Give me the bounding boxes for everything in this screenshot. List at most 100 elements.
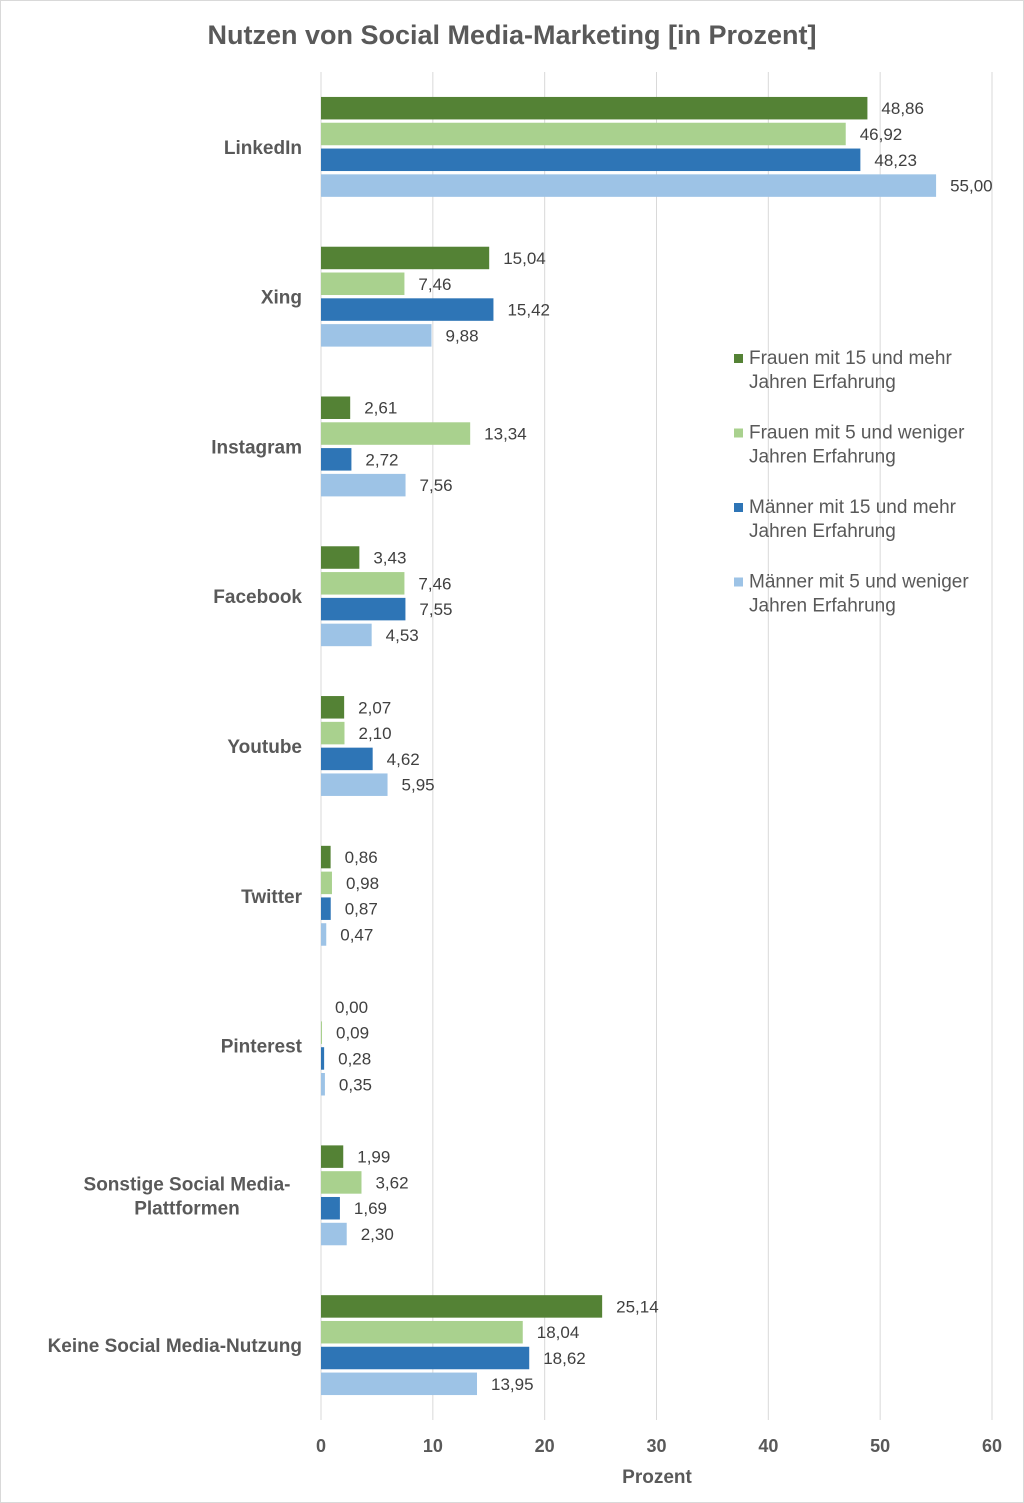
bar xyxy=(321,721,345,745)
data-label: 0,09 xyxy=(336,1024,369,1043)
x-tick-label: 60 xyxy=(982,1436,1002,1456)
data-label: 9,88 xyxy=(445,326,478,345)
bar xyxy=(321,1196,340,1220)
x-tick-label: 10 xyxy=(423,1436,443,1456)
data-labels: 48,86 46,92 48,23 55,00 15,04 7,46 15,42 9,88 2,… xyxy=(335,99,993,1394)
legend-swatch xyxy=(734,428,743,438)
bar xyxy=(321,1295,603,1318)
legend-label: Frauen mit 15 und mehr xyxy=(749,348,952,369)
bar xyxy=(321,897,331,920)
chart-title: Nutzen von Social Media-Marketing [in Pr… xyxy=(207,20,816,50)
data-label: 7,46 xyxy=(418,574,451,593)
bar xyxy=(321,396,351,419)
data-label: 2,72 xyxy=(365,450,398,469)
bar xyxy=(321,422,471,445)
legend-label: Jahren Erfahrung xyxy=(749,596,896,617)
category-label: Twitter xyxy=(241,887,302,908)
data-label: 13,95 xyxy=(491,1375,534,1394)
bar xyxy=(321,1171,362,1194)
data-label: 48,86 xyxy=(881,99,924,118)
data-label: 0,00 xyxy=(335,998,368,1017)
legend-label: Frauen mit 5 und weniger xyxy=(749,423,965,444)
data-label: 2,10 xyxy=(358,724,391,743)
data-label: 46,92 xyxy=(860,125,903,144)
gridlines xyxy=(320,72,993,1420)
bar xyxy=(321,1145,344,1168)
legend: Frauen mit 15 und mehr Jahren Erfahrung Fr… xyxy=(734,348,969,617)
category-label: Youtube xyxy=(227,737,302,758)
bar xyxy=(321,1222,347,1246)
bar xyxy=(321,174,937,197)
data-label: 0,86 xyxy=(345,848,378,867)
bar xyxy=(321,473,406,497)
bar xyxy=(321,623,372,647)
bar xyxy=(321,122,846,146)
bar xyxy=(321,1021,323,1044)
category-label: Pinterest xyxy=(221,1037,303,1058)
legend-swatch xyxy=(734,503,743,512)
bar xyxy=(321,1047,325,1070)
x-tick-label: 30 xyxy=(646,1436,666,1456)
data-label: 0,35 xyxy=(339,1075,372,1094)
legend-swatch xyxy=(734,577,743,587)
data-label: 3,62 xyxy=(375,1173,408,1192)
legend-label: Jahren Erfahrung xyxy=(749,447,896,468)
bar xyxy=(321,246,490,270)
legend-label: Jahren Erfahrung xyxy=(749,521,896,542)
x-tick-label: 50 xyxy=(870,1436,890,1456)
bar xyxy=(321,696,345,719)
data-label: 4,62 xyxy=(387,750,420,769)
data-label: 1,69 xyxy=(354,1199,387,1218)
data-label: 7,56 xyxy=(420,476,453,495)
data-label: 15,42 xyxy=(507,301,550,320)
data-label: 15,04 xyxy=(503,249,546,268)
data-label: 48,23 xyxy=(874,151,917,170)
category-label: Sonstige Social Media- xyxy=(84,1174,291,1195)
bar xyxy=(321,845,331,869)
data-label: 13,34 xyxy=(484,425,527,444)
data-label: 0,87 xyxy=(345,900,378,919)
bar xyxy=(321,1320,523,1344)
legend-swatch xyxy=(734,354,743,363)
bar xyxy=(321,546,360,569)
x-tick-label: 40 xyxy=(758,1436,778,1456)
x-axis-label: Prozent xyxy=(622,1467,692,1488)
data-label: 18,62 xyxy=(543,1349,586,1368)
bar xyxy=(321,871,332,895)
bar xyxy=(321,1346,530,1370)
data-label: 1,99 xyxy=(357,1148,390,1167)
data-label: 3,43 xyxy=(373,549,406,568)
data-label: 55,00 xyxy=(950,177,993,196)
data-label: 2,61 xyxy=(364,399,397,418)
category-label: Keine Social Media-Nutzung xyxy=(48,1336,302,1357)
bar xyxy=(321,597,406,621)
data-label: 4,53 xyxy=(386,626,419,645)
bar xyxy=(321,272,405,296)
category-labels: LinkedIn Xing Instagram Facebook Youtube Twit… xyxy=(48,138,303,1357)
legend-label: Männer mit 15 und mehr xyxy=(749,497,957,518)
data-label: 0,47 xyxy=(340,925,373,944)
data-label: 5,95 xyxy=(402,776,435,795)
data-label: 0,98 xyxy=(346,874,379,893)
data-label: 7,46 xyxy=(418,275,451,294)
legend-label: Männer mit 5 und weniger xyxy=(749,572,969,593)
bar xyxy=(321,747,373,771)
data-label: 25,14 xyxy=(616,1297,659,1316)
bars xyxy=(321,96,937,1396)
bar xyxy=(321,923,327,946)
bar xyxy=(321,298,494,321)
x-tick-label: 0 xyxy=(316,1436,326,1456)
data-label: 18,04 xyxy=(537,1323,580,1342)
bar xyxy=(321,148,861,172)
category-label: LinkedIn xyxy=(224,138,302,159)
data-label: 7,55 xyxy=(419,600,452,619)
bar xyxy=(321,96,868,120)
category-label: Instagram xyxy=(211,437,302,458)
bar xyxy=(321,1372,478,1396)
data-label: 0,28 xyxy=(338,1049,371,1068)
bar xyxy=(321,1073,325,1096)
category-label: Facebook xyxy=(213,587,302,608)
data-label: 2,07 xyxy=(358,698,391,717)
